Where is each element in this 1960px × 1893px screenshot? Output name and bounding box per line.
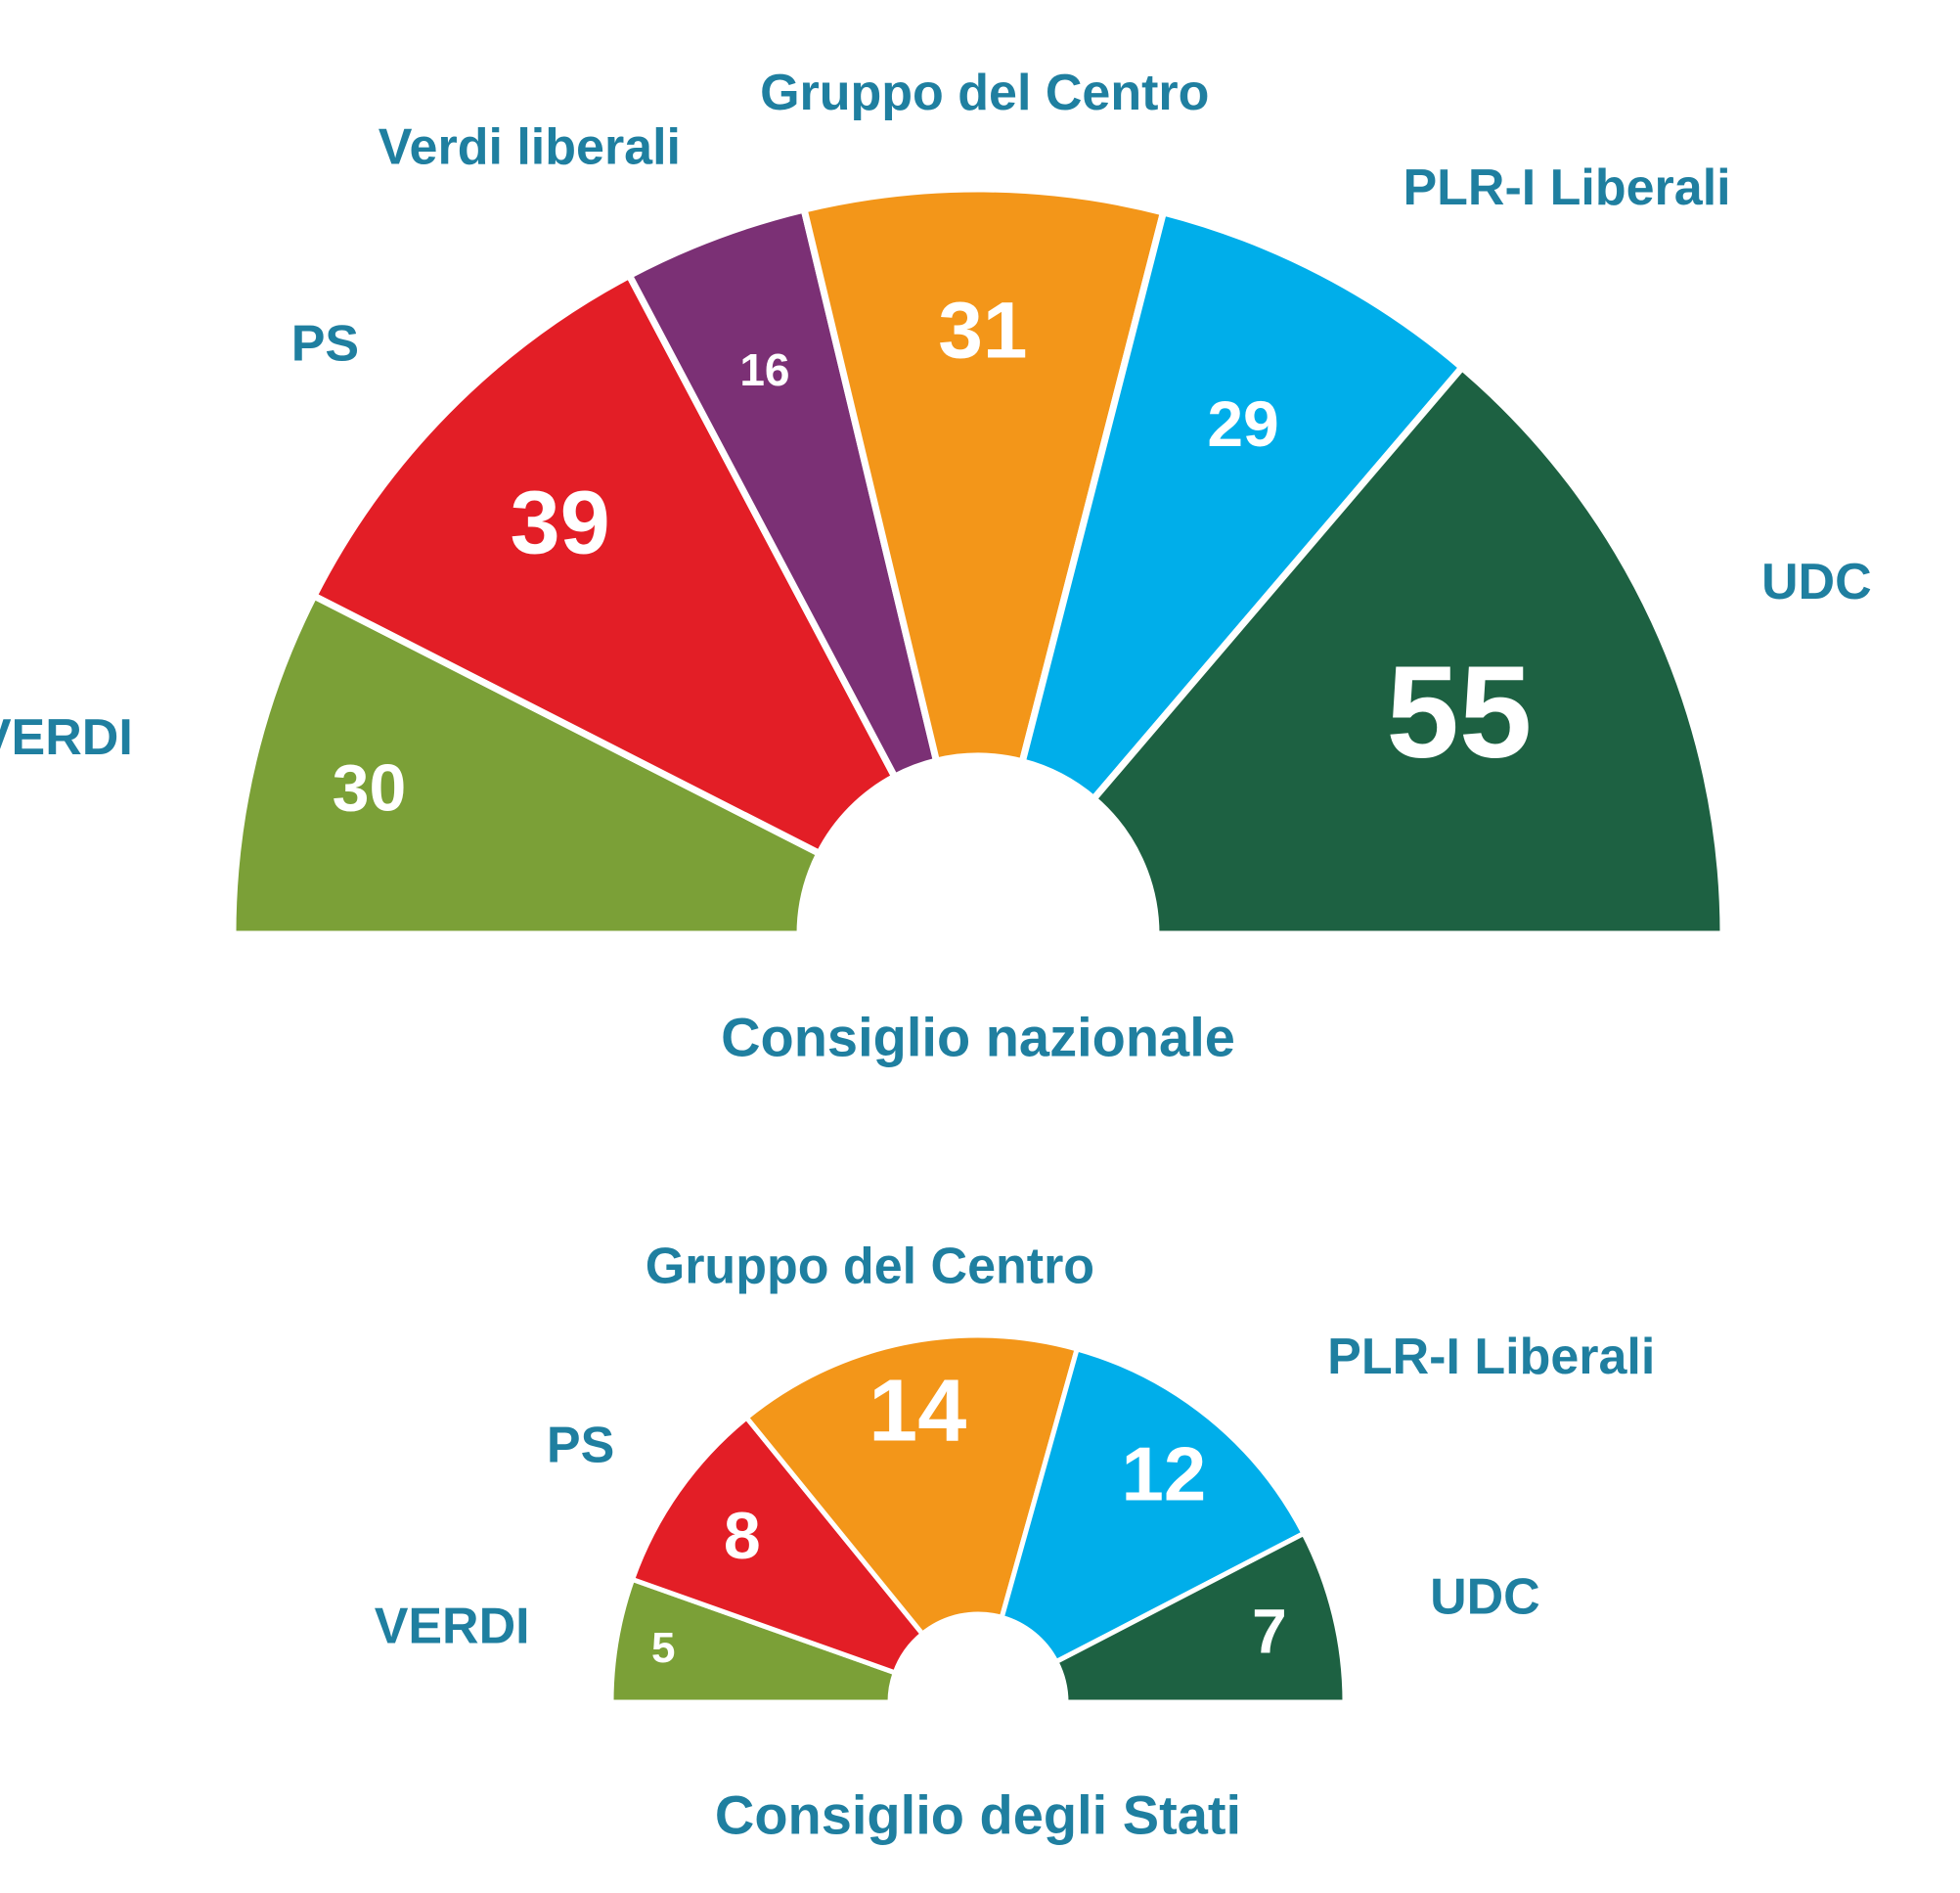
seat-count-ps: 8 — [724, 1499, 761, 1573]
seat-count-ps: 39 — [511, 473, 610, 572]
seat-count-udc: 7 — [1252, 1596, 1287, 1666]
seat-count-plr-i-liberali: 29 — [1207, 387, 1278, 460]
chamber-title: Consiglio nazionale — [721, 1007, 1235, 1068]
seat-slice-udc — [1089, 362, 1727, 938]
seat-slice-gruppo-del-centro — [799, 185, 1168, 766]
seat-slice-plr-i-liberali — [999, 1345, 1308, 1665]
party-label-plr-i-liberali: PLR-I Liberali — [1403, 159, 1730, 216]
party-label-gruppo-del-centro: Gruppo del Centro — [760, 65, 1209, 121]
seat-slice-plr-i-liberali — [1017, 207, 1467, 804]
consiglio-nazionale-chart: 30 VERDI 39 PS 16 Verdi liberali 31 Gruppo del … — [0, 65, 1872, 1067]
seat-count-gruppo-del-centro: 31 — [938, 287, 1027, 376]
party-label-ps: PS — [291, 316, 359, 373]
seat-slice-udc — [1052, 1530, 1348, 1705]
seat-count-gruppo-del-centro: 14 — [869, 1363, 966, 1461]
consiglio-degli-stati-chart: 5 VERDI 8 PS 14 Gruppo del Centro 12 PLR-I Libe… — [375, 1239, 1656, 1846]
seat-count-udc: 55 — [1386, 640, 1532, 786]
seat-slice-gruppo-del-centro — [742, 1332, 1081, 1638]
party-label-verdi-liberali: Verdi liberali — [379, 119, 681, 176]
seat-count-verdi-liberali: 16 — [739, 344, 789, 395]
party-label-udc: UDC — [1430, 1568, 1540, 1625]
chamber-title: Consiglio degli Stati — [715, 1784, 1241, 1846]
party-label-udc: UDC — [1761, 554, 1872, 610]
party-label-verdi: VERDI — [375, 1599, 530, 1655]
party-label-gruppo-del-centro: Gruppo del Centro — [646, 1239, 1094, 1295]
party-label-ps: PS — [547, 1418, 614, 1474]
seat-slice-ps — [309, 270, 900, 859]
seat-slice-ps — [629, 1414, 926, 1677]
seat-slice-verdi — [229, 591, 824, 938]
seat-count-verdi: 5 — [651, 1624, 675, 1672]
seat-count-verdi: 30 — [333, 751, 407, 826]
seat-count-plr-i-liberali: 12 — [1122, 1431, 1207, 1517]
party-label-verdi: VERDI — [0, 709, 133, 766]
party-label-plr-i-liberali: PLR-I Liberali — [1327, 1329, 1655, 1385]
